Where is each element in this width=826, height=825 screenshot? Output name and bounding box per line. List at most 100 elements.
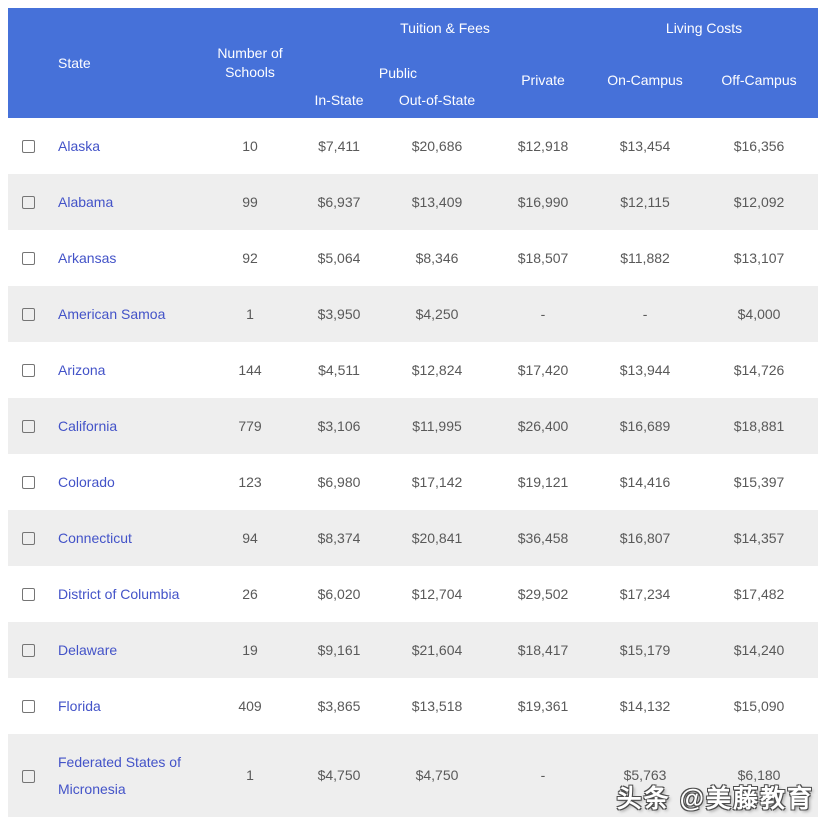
state-cell: Colorado — [48, 454, 200, 510]
cell-in-state: $3,950 — [317, 305, 361, 322]
table-row: Colorado 123 $6,980 $17,142 $19,121 $14,416 $1… — [8, 454, 819, 510]
cell-private: $16,990 — [517, 193, 569, 210]
row-checkbox[interactable] — [21, 769, 35, 783]
col-header-off-campus[interactable]: Off-Campus — [700, 48, 819, 118]
col-header-private[interactable]: Private — [496, 48, 591, 118]
cell-private: - — [540, 767, 546, 783]
cell-on-campus: $17,234 — [619, 585, 671, 602]
col-header-out-of-state[interactable]: Out-of-State — [378, 82, 496, 118]
state-link[interactable]: Alaska — [58, 137, 101, 154]
cell-out-of-state: $13,409 — [411, 193, 463, 210]
state-link[interactable]: Florida — [58, 697, 101, 714]
cell-private: $26,400 — [517, 417, 569, 434]
state-link[interactable]: Alabama — [58, 193, 114, 210]
state-link[interactable]: Connecticut — [58, 529, 132, 546]
cell-schools: 1 — [246, 305, 254, 322]
cell-off-campus: $15,397 — [733, 473, 785, 490]
cell-off-campus: $13,107 — [733, 249, 785, 266]
cell-out-of-state: $20,686 — [411, 137, 463, 154]
cell-out-of-state: $13,518 — [411, 697, 463, 714]
table-body: Alaska 10 $7,411 $20,686 $12,918 $13,454 $16,3… — [8, 118, 819, 817]
cell-in-state: $5,064 — [317, 249, 361, 266]
state-cell: Arizona — [48, 342, 200, 398]
cell-schools: 99 — [242, 193, 258, 210]
table-row: Connecticut 94 $8,374 $20,841 $36,458 $16,807… — [8, 510, 819, 566]
cell-private: $19,361 — [517, 697, 569, 714]
col-header-schools[interactable]: Number of Schools — [200, 8, 300, 118]
row-checkbox[interactable] — [21, 588, 35, 602]
col-header-on-campus[interactable]: On-Campus — [590, 48, 701, 118]
state-link[interactable]: Federated States of Micronesia — [58, 753, 181, 797]
cell-schools: 409 — [238, 697, 262, 714]
cell-on-campus: $14,416 — [619, 473, 671, 490]
state-link[interactable]: Colorado — [58, 473, 115, 490]
state-link[interactable]: Delaware — [58, 641, 118, 658]
col-group-living-costs: Living Costs — [590, 8, 819, 48]
cell-schools: 26 — [242, 585, 258, 602]
cell-off-campus: $18,881 — [733, 417, 785, 434]
table-row: California 779 $3,106 $11,995 $26,400 $16,689… — [8, 398, 819, 454]
row-checkbox-cell — [8, 118, 48, 174]
select-all-header-cell — [8, 8, 48, 118]
cell-off-campus: $12,092 — [733, 193, 785, 210]
col-header-in-state[interactable]: In-State — [300, 82, 378, 118]
row-checkbox[interactable] — [21, 308, 35, 322]
state-link[interactable]: Arkansas — [58, 249, 117, 266]
col-header-schools-label: Number of Schools — [217, 45, 283, 80]
tuition-table: State Number of Schools Tuition & Fees L… — [8, 8, 819, 817]
cell-in-state: $4,511 — [318, 361, 360, 378]
cell-off-campus: $14,240 — [733, 641, 785, 658]
cell-off-campus: $15,090 — [733, 697, 785, 714]
cell-off-campus: $4,000 — [737, 305, 781, 322]
state-link[interactable]: District of Columbia — [58, 585, 180, 602]
cell-in-state: $6,980 — [317, 473, 361, 490]
cell-out-of-state: $17,142 — [411, 473, 463, 490]
state-cell: Federated States of Micronesia — [48, 734, 200, 817]
cell-private: $29,502 — [517, 585, 569, 602]
row-checkbox[interactable] — [21, 644, 35, 658]
row-checkbox-cell — [8, 510, 48, 566]
table-row: American Samoa 1 $3,950 $4,250 - - $4,000 — [8, 286, 819, 342]
cell-out-of-state: $20,841 — [411, 529, 463, 546]
row-checkbox-cell — [8, 566, 48, 622]
cell-out-of-state: $12,824 — [411, 361, 463, 378]
table-row: Alabama 99 $6,937 $13,409 $16,990 $12,115 $12,… — [8, 174, 819, 230]
table-header: State Number of Schools Tuition & Fees L… — [8, 8, 819, 118]
state-cell: Connecticut — [48, 510, 200, 566]
row-checkbox[interactable] — [21, 476, 35, 490]
cell-schools: 144 — [238, 361, 262, 378]
row-checkbox-cell — [8, 286, 48, 342]
cell-off-campus: $14,357 — [733, 529, 785, 546]
row-checkbox[interactable] — [21, 196, 35, 210]
state-link[interactable]: California — [58, 417, 118, 434]
row-checkbox-cell — [8, 230, 48, 286]
cell-schools: 92 — [242, 249, 258, 266]
col-header-state[interactable]: State — [48, 8, 200, 118]
table-row: Federated States of Micronesia 1 $4,750 $4,… — [8, 734, 819, 817]
cell-on-campus: $13,454 — [619, 137, 671, 154]
row-checkbox[interactable] — [21, 420, 35, 434]
state-cell: District of Columbia — [48, 566, 200, 622]
row-checkbox[interactable] — [21, 252, 35, 266]
cell-schools: 10 — [242, 137, 258, 154]
cell-on-campus: $11,882 — [620, 249, 670, 266]
table-row: Alaska 10 $7,411 $20,686 $12,918 $13,454 $16,3… — [8, 118, 819, 174]
cell-schools: 123 — [238, 473, 262, 490]
row-checkbox[interactable] — [21, 700, 35, 714]
cell-on-campus: - — [642, 305, 648, 322]
cell-schools: 19 — [242, 641, 258, 658]
row-checkbox-cell — [8, 454, 48, 510]
cell-schools: 1 — [246, 767, 254, 783]
row-checkbox[interactable] — [21, 364, 35, 378]
cell-on-campus: $14,132 — [619, 697, 671, 714]
row-checkbox[interactable] — [21, 532, 35, 546]
cell-on-campus: $16,689 — [619, 417, 671, 434]
state-link[interactable]: American Samoa — [58, 305, 166, 322]
state-cell: Delaware — [48, 622, 200, 678]
row-checkbox[interactable] — [21, 140, 35, 154]
cell-in-state: $6,937 — [317, 193, 361, 210]
state-link[interactable]: Arizona — [58, 361, 106, 378]
cell-off-campus: $6,180 — [737, 767, 781, 783]
cell-private: $18,417 — [517, 641, 569, 658]
cell-out-of-state: $4,750 — [415, 767, 459, 783]
